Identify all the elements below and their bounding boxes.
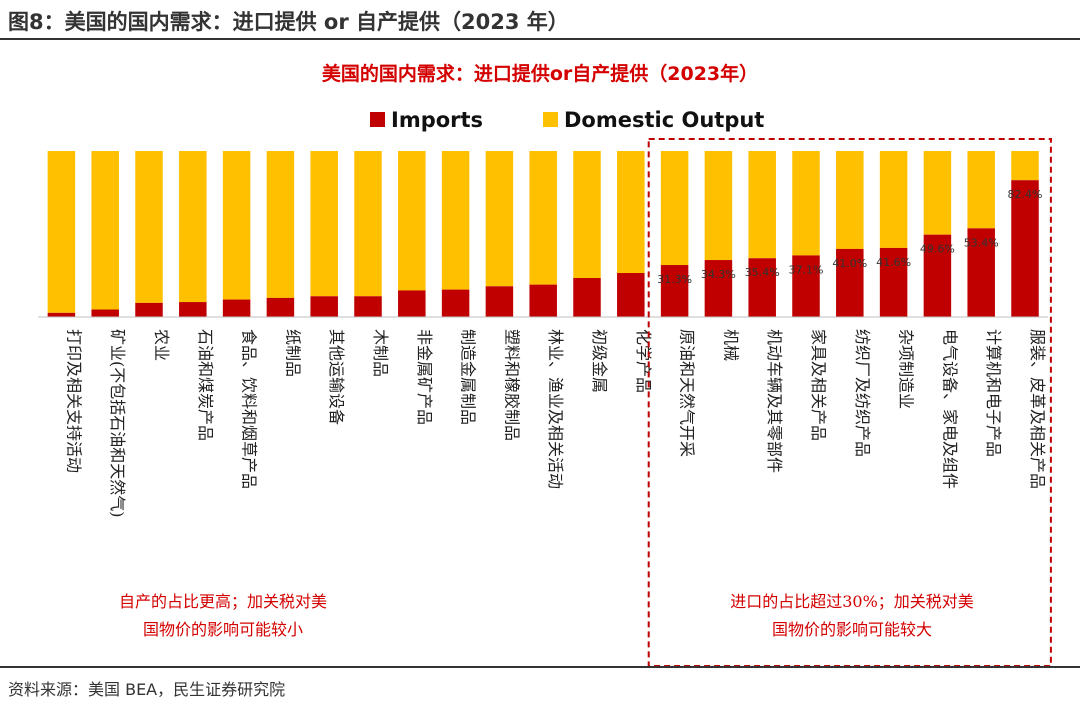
category-label: 制造金属制品 <box>459 329 478 425</box>
bar-domestic <box>879 151 908 248</box>
note-right-line1: 进口的占比超过30%；加关税对美 <box>730 592 974 611</box>
bar-imports <box>792 255 820 317</box>
category-label: 机动车辆及其零部件 <box>765 329 784 473</box>
legend-swatch-domestic <box>543 112 558 127</box>
data-label: 82.4% <box>1008 188 1043 201</box>
note-left-line1: 自产的占比更高；加关税对美 <box>118 592 327 611</box>
bar-imports <box>47 312 76 317</box>
category-label: 塑料和橡胶制品 <box>502 329 521 441</box>
legend: Imports Domestic Output <box>370 108 764 132</box>
category-label: 电气设备、家电及组件 <box>940 329 959 489</box>
category-label: 矿业(不包括石油和天然气) <box>108 329 127 518</box>
chart-title: 美国的国内需求：进口提供or自产提供（2023年） <box>322 62 758 85</box>
category-label: 木制品 <box>371 329 390 377</box>
bar-imports <box>748 258 776 317</box>
bar-domestic <box>573 151 601 278</box>
bar-imports <box>354 296 382 317</box>
figure-title: 图8：美国的国内需求：进口提供 or 自产提供（2023 年） <box>8 10 569 34</box>
bar-domestic <box>1011 151 1039 181</box>
bar-domestic <box>266 151 295 298</box>
data-label: 41.6% <box>876 256 911 269</box>
category-label: 纸制品 <box>283 329 302 377</box>
bar-imports <box>135 302 163 317</box>
bar-domestic <box>704 151 733 261</box>
category-label: 非金属矿产品 <box>415 329 434 425</box>
category-label: 林业、渔业及相关活动 <box>546 329 565 489</box>
bar-imports <box>660 265 689 317</box>
category-label: 服装、皮革及相关产品 <box>1028 329 1047 489</box>
bar-imports <box>398 290 426 317</box>
bar-domestic <box>398 151 426 291</box>
category-label: 机械 <box>721 329 740 361</box>
category-labels-group: 打印及相关支持活动 矿业(不包括石油和天然气) 农业 石油和煤炭产品 食品、饮料和烟草产… <box>64 329 1047 518</box>
data-label: 31.3% <box>657 273 692 286</box>
note-right-line2: 国物价的影响可能较大 <box>771 620 932 639</box>
bar-domestic <box>967 151 995 229</box>
bar-imports <box>179 302 207 317</box>
note-left-line2: 国物价的影响可能较小 <box>142 620 303 639</box>
category-label: 食品、饮料和烟草产品 <box>240 329 259 489</box>
stacked-bar-chart: 美国的国内需求：进口提供or自产提供（2023年） Imports Domest… <box>38 62 1052 666</box>
bar-imports <box>879 247 908 317</box>
note-left: 自产的占比更高；加关税对美 国物价的影响可能较小 <box>58 588 388 644</box>
category-label: 纺织厂及纺织产品 <box>853 329 872 457</box>
legend-swatch-imports <box>370 112 385 127</box>
category-label: 农业 <box>152 329 171 361</box>
bar-domestic <box>135 151 163 303</box>
bar-domestic <box>222 151 251 300</box>
bar-imports <box>617 273 645 317</box>
bar-domestic <box>354 151 382 297</box>
top-rule <box>0 38 1080 40</box>
bar-domestic <box>748 151 776 259</box>
data-labels-group: 31.3% 34.3% 35.4% 37.1% 41.0% 41.6% 49.6% 53.4%… <box>657 188 1042 286</box>
category-label: 家具及相关产品 <box>809 329 828 441</box>
data-label: 53.4% <box>964 236 999 249</box>
category-label: 石油和煤炭产品 <box>196 329 215 441</box>
category-label: 打印及相关支持活动 <box>64 329 83 473</box>
bar-imports <box>836 248 864 317</box>
data-label: 35.4% <box>745 266 780 279</box>
bar-imports <box>266 297 295 317</box>
legend-label-domestic: Domestic Output <box>564 108 764 132</box>
bar-imports <box>923 234 952 317</box>
bar-imports <box>310 296 338 317</box>
category-label: 原油和天然气开采 <box>678 329 697 457</box>
bar-domestic <box>485 151 514 287</box>
bar-imports <box>485 286 514 317</box>
category-label: 其他运输设备 <box>327 329 346 425</box>
note-right: 进口的占比超过30%；加关税对美 国物价的影响可能较大 <box>672 588 1032 644</box>
category-label: 化学产品 <box>634 329 653 393</box>
bar-imports <box>573 277 601 317</box>
data-label: 49.6% <box>920 243 955 256</box>
bar-domestic <box>179 151 207 303</box>
bar-domestic <box>792 151 820 256</box>
bar-imports <box>1011 180 1039 317</box>
source-note: 资料来源：美国 BEA，民生证券研究院 <box>8 680 286 699</box>
category-label: 计算机和电子产品 <box>984 329 1003 457</box>
highlight-box <box>647 138 1052 666</box>
legend-label-imports: Imports <box>391 108 483 132</box>
data-label: 41.0% <box>832 257 867 270</box>
bar-domestic <box>310 151 338 297</box>
bar-domestic <box>91 151 119 310</box>
bar-domestic <box>47 151 76 313</box>
category-label: 初级金属 <box>590 329 609 393</box>
bars-group <box>47 151 1039 317</box>
bar-imports <box>529 284 557 317</box>
data-label: 34.3% <box>701 268 736 281</box>
bar-imports <box>967 228 995 317</box>
bar-domestic <box>441 151 470 290</box>
bar-imports <box>441 289 470 317</box>
bar-domestic <box>617 151 645 274</box>
bar-imports <box>704 260 733 317</box>
bottom-rule <box>0 666 1080 668</box>
bar-domestic <box>923 151 952 235</box>
bar-domestic <box>836 151 864 249</box>
bar-domestic <box>529 151 557 285</box>
bar-domestic <box>660 151 689 266</box>
category-label: 杂项制造业 <box>897 329 916 409</box>
bar-imports <box>222 299 251 317</box>
data-label: 37.1% <box>789 263 824 276</box>
bar-imports <box>91 309 119 317</box>
